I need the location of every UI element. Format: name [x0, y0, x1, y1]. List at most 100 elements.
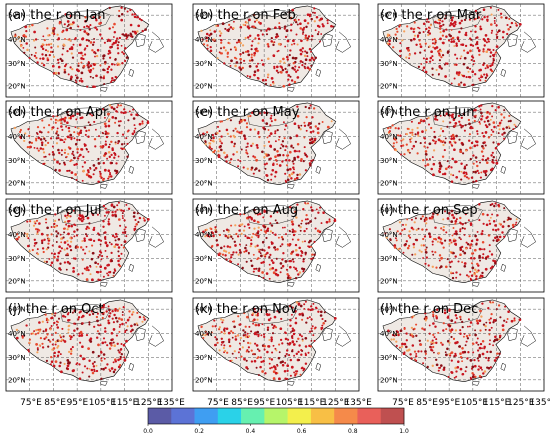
station-dot — [66, 247, 69, 250]
station-dot — [73, 309, 77, 313]
station-dot — [81, 179, 84, 182]
station-dot — [91, 371, 95, 375]
station-dot — [461, 223, 464, 226]
station-dot — [309, 164, 312, 167]
station-dot — [91, 212, 94, 215]
station-dot — [476, 230, 479, 233]
panel-title: (d) the r on Apr — [8, 105, 109, 120]
station-dot — [503, 319, 506, 322]
station-dot — [122, 52, 126, 55]
station-dot — [93, 63, 96, 66]
station-dot — [459, 230, 462, 233]
station-dot — [402, 144, 405, 147]
station-dot — [294, 210, 297, 214]
station-dot — [451, 16, 454, 19]
station-dot — [401, 39, 404, 42]
station-dot — [123, 108, 126, 111]
station-dot — [100, 359, 103, 362]
station-dot — [444, 141, 447, 144]
station-dot — [395, 149, 398, 152]
station-dot — [19, 128, 22, 132]
station-dot — [50, 42, 53, 46]
station-dot — [99, 33, 102, 36]
station-dot — [296, 76, 299, 79]
station-dot — [254, 212, 257, 215]
station-dot — [508, 17, 511, 20]
station-dot — [462, 250, 465, 253]
station-dot — [483, 39, 487, 43]
station-dot — [107, 218, 111, 221]
station-dot — [489, 366, 493, 369]
station-dot — [289, 358, 293, 362]
station-dot — [245, 149, 248, 152]
station-dot — [56, 115, 59, 118]
station-dot — [319, 206, 322, 209]
station-dot — [273, 366, 277, 369]
station-dot — [200, 325, 203, 328]
station-dot — [79, 29, 82, 32]
station-dot — [75, 234, 79, 237]
station-dot — [71, 68, 74, 71]
station-dot — [448, 114, 451, 117]
station-dot — [111, 26, 115, 29]
longitude-tick-label: 85°E — [231, 398, 253, 408]
station-dot — [113, 63, 116, 66]
station-dot — [101, 341, 105, 345]
station-dot — [99, 64, 102, 67]
station-dot — [113, 344, 116, 348]
station-dot — [286, 276, 290, 280]
station-dot — [70, 136, 73, 139]
station-dot — [448, 329, 452, 332]
station-dot — [465, 176, 469, 179]
station-dot — [491, 151, 494, 154]
station-dot — [226, 351, 229, 354]
station-dot — [514, 22, 517, 25]
station-dot — [295, 176, 299, 180]
station-dot — [410, 39, 413, 42]
station-dot — [252, 352, 255, 355]
station-dot — [459, 248, 463, 252]
station-dot — [402, 352, 406, 356]
station-dot — [93, 37, 96, 40]
station-dot — [226, 132, 229, 135]
station-dot — [291, 56, 295, 60]
station-dot — [212, 150, 216, 154]
station-dot — [64, 214, 67, 218]
station-dot — [224, 49, 227, 52]
station-dot — [43, 162, 46, 165]
station-dot — [263, 156, 266, 159]
station-dot — [455, 370, 458, 373]
station-dot — [239, 61, 243, 64]
station-dot — [67, 126, 71, 130]
station-dot — [58, 267, 61, 270]
station-dot — [452, 337, 456, 341]
station-dot — [107, 49, 111, 53]
station-dot — [441, 130, 445, 133]
station-dot — [48, 237, 51, 241]
station-dot — [59, 233, 62, 236]
station-dot — [384, 232, 387, 235]
station-dot — [105, 244, 109, 247]
station-dot — [231, 352, 234, 355]
station-dot — [457, 360, 460, 363]
station-dot — [41, 119, 44, 122]
station-dot — [257, 333, 260, 336]
station-dot — [297, 124, 300, 127]
station-dot — [505, 321, 508, 324]
station-dot — [389, 238, 392, 242]
station-dot — [255, 267, 258, 270]
station-dot — [101, 316, 104, 320]
station-dot — [36, 348, 39, 351]
station-dot — [482, 155, 485, 158]
station-dot — [491, 301, 495, 304]
station-dot — [46, 58, 50, 62]
station-dot — [52, 153, 55, 156]
station-dot — [482, 63, 485, 67]
station-dot — [76, 147, 79, 151]
station-dot — [102, 76, 105, 80]
station-dot — [220, 246, 223, 250]
station-dot — [309, 104, 312, 107]
station-dot — [108, 143, 111, 146]
station-dot — [330, 24, 333, 28]
station-dot — [448, 261, 452, 264]
